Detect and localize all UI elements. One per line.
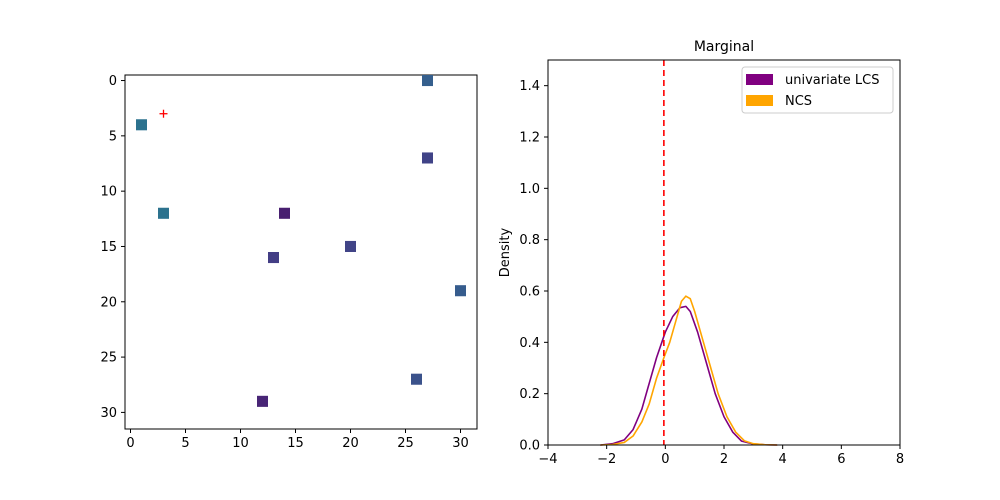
- marginal-y-axis-label: Density: [498, 227, 513, 277]
- grid-plot: 0 5 10 15 20 25 30 0 5 10 15 20 25 30: [100, 74, 478, 451]
- grid-cell: [345, 240, 356, 252]
- density-curve-ncs: [599, 295, 778, 446]
- x-tick-label: 25: [397, 436, 414, 451]
- y-tick-label: 0: [109, 74, 117, 89]
- y-tick-label: 1.0: [519, 182, 540, 197]
- legend-label: univariate LCS: [785, 73, 879, 88]
- legend-label: NCS: [785, 94, 812, 109]
- y-tick-label: 20: [100, 295, 117, 310]
- x-tick-label: 10: [232, 436, 249, 451]
- x-tick-label: 5: [181, 436, 189, 451]
- grid-cell: [136, 119, 147, 131]
- y-tick-label: 0.6: [519, 285, 540, 300]
- y-tick-label: 0.4: [519, 336, 540, 351]
- grid-y-ticks: 0 5 10 15 20 25 30: [100, 74, 125, 421]
- x-tick-label: 30: [452, 436, 469, 451]
- x-tick-label: 2: [720, 452, 728, 467]
- x-tick-label: −4: [538, 452, 557, 467]
- grid-cell: [455, 285, 466, 297]
- grid-cell: [422, 152, 433, 164]
- x-tick-label: 4: [779, 452, 787, 467]
- grid-cells: [136, 75, 466, 407]
- grid-plot-frame: [124, 74, 478, 430]
- x-tick-label: 6: [837, 452, 845, 467]
- grid-cell: [257, 395, 268, 407]
- target-marker: [159, 109, 168, 118]
- x-tick-label: 8: [896, 452, 904, 467]
- y-tick-label: 10: [100, 185, 117, 200]
- y-tick-label: 1.4: [519, 79, 540, 94]
- marginal-y-ticks: 0.0 0.2 0.4 0.6 0.8 1.0 1.2 1.4: [519, 79, 548, 454]
- grid-cell: [411, 373, 422, 385]
- marginal-title: Marginal: [694, 39, 754, 55]
- x-tick-label: 15: [287, 436, 304, 451]
- x-tick-label: 0: [661, 452, 669, 467]
- y-tick-label: 25: [100, 351, 117, 366]
- grid-x-ticks: 0 5 10 15 20 25 30: [126, 429, 469, 451]
- legend-box: [741, 66, 894, 114]
- grid-cell: [158, 207, 169, 219]
- marginal-density-plot: Marginal −4 −2 0 2 4 6 8 0.0 0.2 0.4 0.6 0.8 1.0 1.2…: [498, 39, 904, 467]
- legend-items: univariate LCS NCS: [746, 73, 879, 109]
- legend: univariate LCS NCS: [741, 66, 894, 114]
- x-tick-label: −2: [597, 452, 616, 467]
- legend-swatch: [746, 95, 773, 106]
- x-tick-label: 0: [126, 436, 134, 451]
- grid-cell: [422, 75, 433, 87]
- y-tick-label: 0.8: [519, 233, 540, 248]
- y-tick-label: 1.2: [519, 131, 540, 146]
- marginal-x-ticks: −4 −2 0 2 4 6 8: [538, 445, 904, 467]
- y-tick-label: 30: [100, 406, 117, 421]
- legend-swatch: [746, 74, 773, 85]
- density-curve-univariate-lcs: [599, 305, 778, 446]
- y-tick-label: 5: [109, 129, 117, 144]
- x-tick-label: 20: [342, 436, 359, 451]
- grid-cell: [279, 207, 290, 219]
- density-curves: [599, 295, 778, 446]
- y-tick-label: 0.2: [519, 387, 540, 402]
- y-tick-label: 0.0: [519, 439, 540, 454]
- grid-cell: [268, 252, 279, 264]
- y-tick-label: 15: [100, 240, 117, 255]
